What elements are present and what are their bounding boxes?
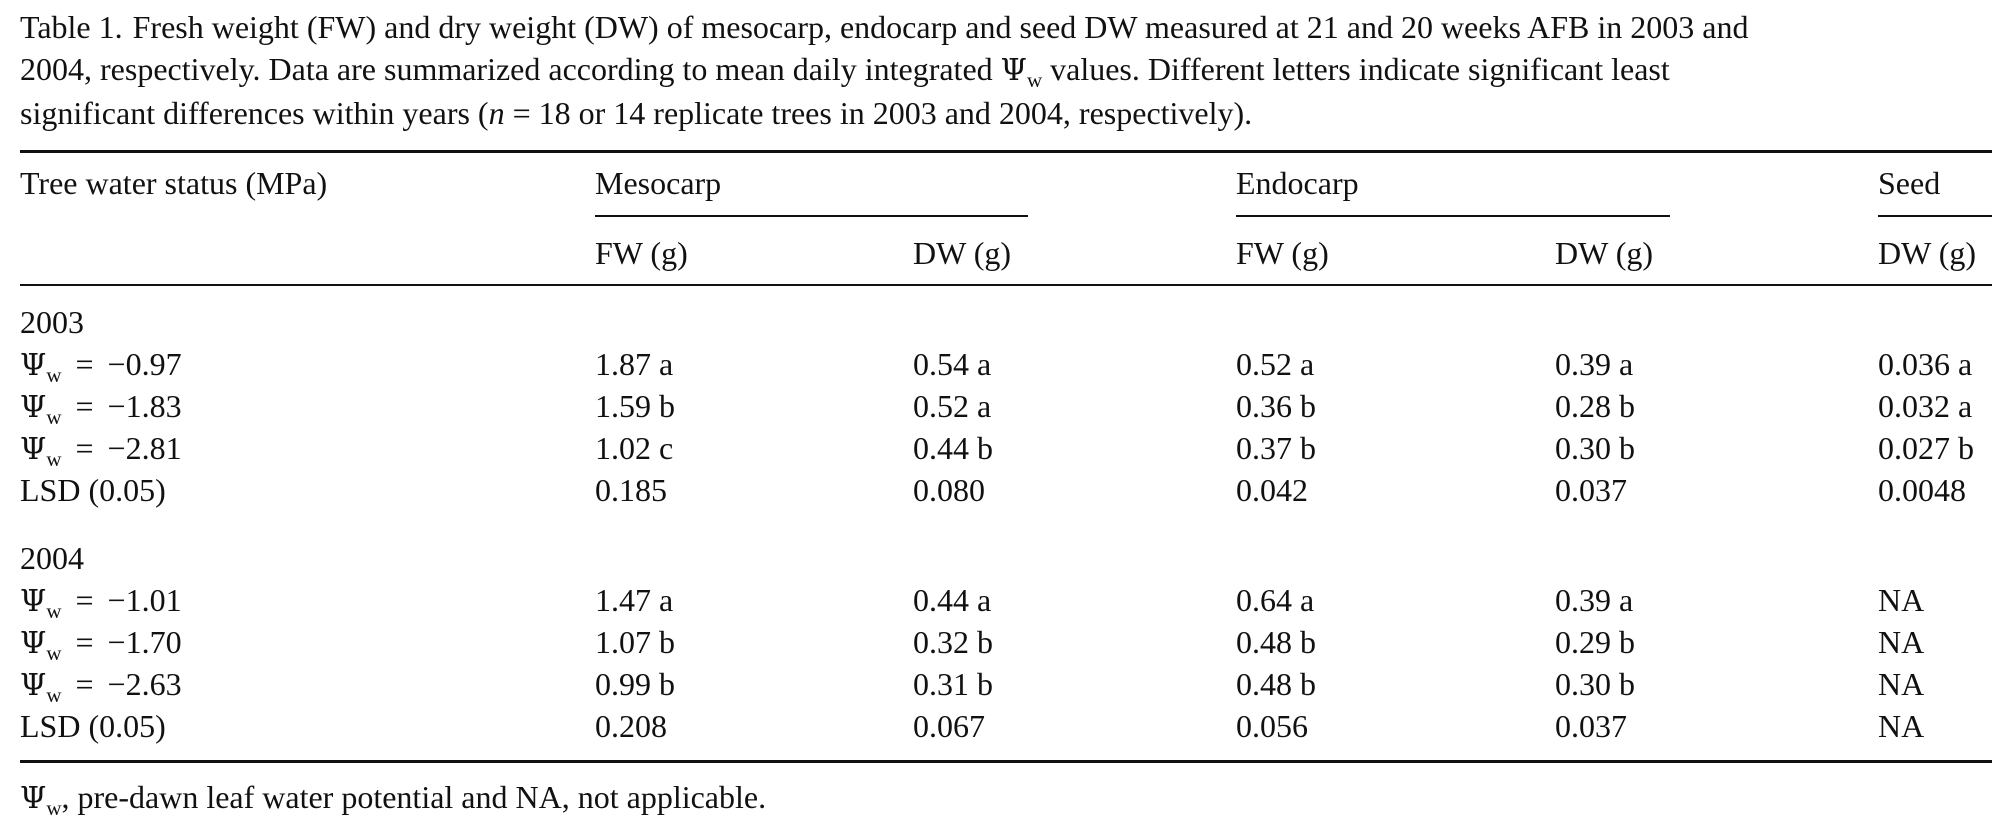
psi-symbol: Ψ [1000, 53, 1027, 88]
table-cell: 0.037 [1555, 708, 1627, 744]
table-cell: 1.87 a [595, 346, 674, 382]
table-cell: 0.36 b [1236, 388, 1316, 424]
row-label: Ψw = −1.83 [20, 388, 182, 429]
table-cell: 0.48 b [1236, 666, 1316, 702]
table-cell: 0.032 a [1878, 388, 1973, 424]
table-cell: 0.64 a [1236, 582, 1315, 618]
table-cell: 0.080 [913, 472, 985, 508]
header-rule [20, 284, 1992, 286]
table-cell: 1.02 c [595, 430, 674, 466]
table-cell: NA [1878, 708, 1925, 744]
row-label: Ψw = −1.70 [20, 624, 182, 665]
table-cell: 1.59 b [595, 388, 675, 424]
table-cell: 0.30 b [1555, 666, 1635, 702]
subheader-seed-dw: DW (g) [1878, 235, 1977, 271]
table-cell: 0.31 b [913, 666, 993, 702]
table-cell: 1.07 b [595, 624, 675, 660]
mesocarp-group-rule [595, 215, 1028, 217]
group-header-seed: Seed [1878, 165, 1941, 201]
subheader-endocarp-fw: FW (g) [1236, 235, 1329, 271]
row-label: Ψw = −2.63 [20, 666, 182, 707]
table-cell: 0.48 b [1236, 624, 1316, 660]
table-cell: 0.44 a [913, 582, 992, 618]
table-cell: NA [1878, 582, 1925, 618]
table-cell: 0.99 b [595, 666, 675, 702]
caption-line-1: Table 1. Fresh weight (FW) and dry weight… [20, 9, 1749, 45]
table-cell: 0.29 b [1555, 624, 1635, 660]
seed-group-rule [1878, 215, 1992, 217]
row-label: Ψw = −1.01 [20, 582, 182, 623]
group-header-endocarp: Endocarp [1236, 165, 1359, 201]
table-cell: 0.208 [595, 708, 667, 744]
row-label: Ψw = −0.97 [20, 346, 182, 387]
endocarp-group-rule [1236, 215, 1670, 217]
table-cell: 0.067 [913, 708, 985, 744]
table-cell: 0.52 a [1236, 346, 1315, 382]
table-cell: 0.39 a [1555, 582, 1634, 618]
table-caption: Table 1. Fresh weight (FW) and dry weight… [20, 6, 1992, 134]
caption-line-2: 2004, respectively. Data are summarized … [20, 51, 1670, 92]
lsd-label: LSD (0.05) [20, 708, 166, 744]
table-cell: 0.52 a [913, 388, 992, 424]
table-cell: 0.37 b [1236, 430, 1316, 466]
table-cell: 0.32 b [913, 624, 993, 660]
row-label-header: Tree water status (MPa) [20, 165, 328, 201]
table-cell: 0.44 b [913, 430, 993, 466]
table-label: Table 1. [20, 9, 123, 45]
table-cell: 0.037 [1555, 472, 1627, 508]
subheader-endocarp-dw: DW (g) [1555, 235, 1654, 271]
table-cell: 0.0048 [1878, 472, 1966, 508]
table-cell: 0.39 a [1555, 346, 1634, 382]
caption-line-3: significant differences within years (n … [20, 95, 1253, 131]
table-cell: 0.28 b [1555, 388, 1635, 424]
top-rule [20, 150, 1992, 153]
table-cell: NA [1878, 666, 1925, 702]
table-footnote: Ψw, pre-dawn leaf water potential and NA… [20, 779, 767, 820]
table-cell: 1.47 a [595, 582, 674, 618]
table-cell: 0.056 [1236, 708, 1308, 744]
bottom-rule [20, 760, 1992, 763]
year-label-2004: 2004 [20, 540, 84, 576]
group-header-mesocarp: Mesocarp [595, 165, 722, 201]
table-cell: 0.042 [1236, 472, 1308, 508]
subheader-mesocarp-fw: FW (g) [595, 235, 688, 271]
table-cell: 0.54 a [913, 346, 992, 382]
table-cell: 0.185 [595, 472, 667, 508]
subheader-mesocarp-dw: DW (g) [913, 235, 1012, 271]
lsd-label: LSD (0.05) [20, 472, 166, 508]
table-cell: 0.036 a [1878, 346, 1973, 382]
table-cell: 0.30 b [1555, 430, 1635, 466]
row-label: Ψw = −2.81 [20, 430, 182, 471]
table-cell: NA [1878, 624, 1925, 660]
year-label-2003: 2003 [20, 304, 84, 340]
table-cell: 0.027 b [1878, 430, 1974, 466]
